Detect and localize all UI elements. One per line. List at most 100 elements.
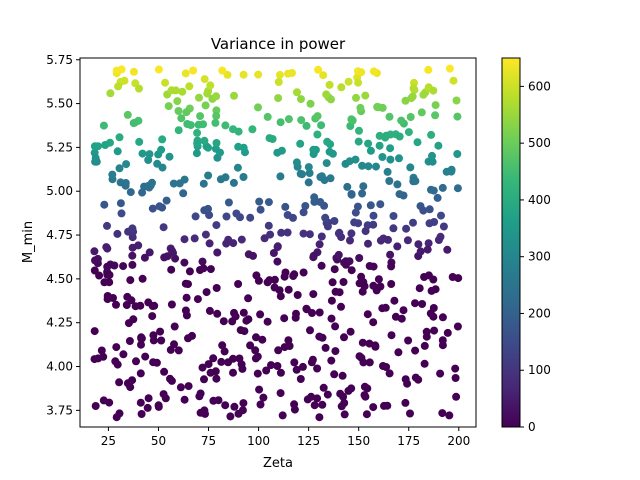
data-point [420,341,429,350]
data-point [317,261,326,270]
data-point [278,411,287,420]
data-point [346,236,354,245]
data-point [451,374,460,382]
data-point [200,136,209,145]
data-point [103,221,111,230]
data-point [292,309,300,318]
data-point [403,236,412,245]
data-point [414,375,423,384]
x-tick-label: 150 [347,434,370,448]
data-point [326,174,335,183]
data-point [302,121,311,130]
data-point [290,405,299,414]
data-point [385,177,394,185]
data-point [378,153,387,161]
data-point [372,162,380,171]
data-point [259,393,268,402]
data-point [389,212,398,220]
y-tick-label: 5.00 [46,184,73,198]
data-point [113,229,122,238]
data-point [91,154,100,163]
y-axis-label: M_min [21,221,36,263]
data-point [322,159,331,168]
data-point [174,107,183,115]
data-point [357,68,366,77]
data-point [161,394,170,403]
data-point [103,262,112,271]
data-point [327,314,336,323]
data-point [226,412,235,421]
data-point [339,278,348,286]
data-point [206,265,215,274]
data-point [90,355,99,364]
data-point [323,137,332,146]
data-point [212,284,221,292]
data-point [180,235,189,244]
data-point [251,346,260,355]
data-point [292,158,301,167]
data-point [344,386,353,395]
data-point [141,352,150,361]
data-point [258,335,267,344]
data-point [212,221,221,230]
data-point [453,322,462,331]
data-point [453,112,462,121]
x-axis: 25 50 75 100 125 150 175 200 [101,427,470,448]
data-point [158,135,167,144]
data-point [451,364,460,373]
data-point [330,370,339,379]
data-point [217,357,226,366]
data-point [183,120,192,128]
data-point [115,164,124,173]
x-tick-label: 25 [101,434,116,448]
x-tick-label: 125 [297,434,320,448]
x-axis-label: Zeta [263,456,293,471]
data-point [393,242,402,251]
data-point [180,258,189,267]
data-point [199,179,208,188]
data-point [135,84,143,93]
data-point [319,383,328,392]
data-point [431,111,440,120]
data-point [289,213,297,222]
data-point [246,341,255,350]
data-point [254,276,263,285]
data-point [164,102,173,111]
data-point [401,96,410,105]
data-point [116,199,125,208]
data-point [352,93,360,102]
y-tick-label: 4.00 [46,360,73,374]
data-point [420,359,429,368]
data-point [137,410,146,418]
data-point [262,366,271,375]
data-point [189,66,198,75]
data-point [238,364,247,373]
data-point [263,278,272,287]
data-point [229,178,238,187]
data-point [340,258,349,267]
data-point [404,128,413,137]
data-point [423,245,432,254]
data-point [276,172,285,181]
colorbar-tick-label: 500 [528,136,551,150]
data-point [181,279,190,288]
data-point [185,267,194,276]
data-point [211,367,220,376]
data-point [176,383,185,392]
data-point [136,369,145,378]
data-point [413,138,422,147]
data-point [148,302,157,310]
data-point [304,178,313,187]
data-point [175,179,184,188]
data-point [268,135,277,143]
colorbar-tick-label: 300 [528,250,551,264]
data-point [276,118,285,127]
data-point [249,251,257,260]
data-point [318,333,327,342]
data-point [128,260,137,269]
data-point [364,139,373,148]
data-point [126,188,135,197]
data-point [340,399,349,407]
data-point [213,309,222,318]
data-point [310,401,319,410]
